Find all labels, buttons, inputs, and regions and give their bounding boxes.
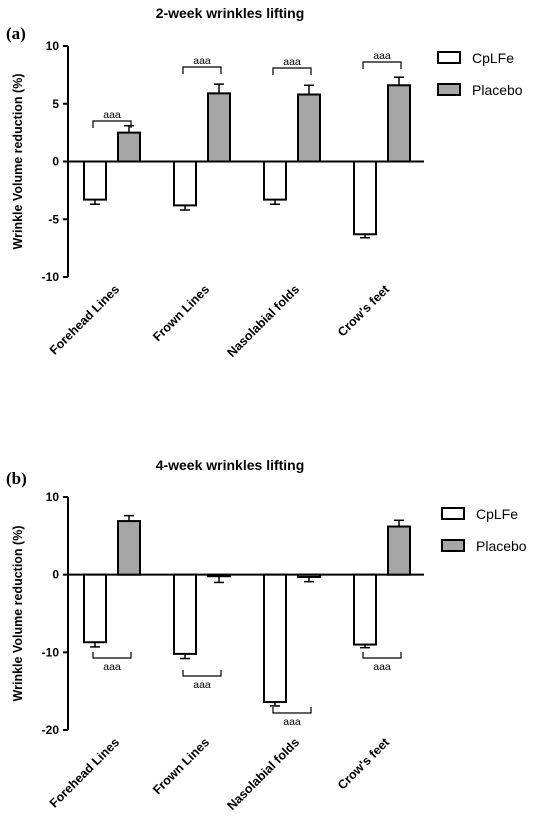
bar-placebo [387, 525, 411, 576]
significance-bracket [272, 707, 312, 714]
legend-label-placebo: Placebo [476, 538, 527, 554]
legend-label-cplfe: CpLFe [472, 50, 514, 66]
panel-letter: (a) [6, 24, 26, 43]
significance-bracket [362, 652, 402, 659]
legend-swatch-placebo [441, 539, 465, 552]
panel-letter: (b) [6, 469, 27, 488]
significance-label: aaa [283, 716, 301, 728]
bar-placebo [117, 131, 141, 163]
y-tick-label: -20 [42, 723, 60, 737]
bar-cplfe [263, 573, 287, 704]
category-label: Nasolabial folds [224, 735, 302, 813]
y-axis-label: Wrinkle Volume reduction (%) [11, 526, 25, 702]
bar-placebo [297, 93, 321, 163]
y-tick-label: 5 [52, 97, 59, 111]
bar-cplfe [83, 573, 107, 644]
significance-bracket [182, 670, 222, 677]
bar-placebo [207, 573, 231, 578]
y-tick-label: 10 [46, 39, 60, 53]
significance-label: aaa [103, 661, 121, 673]
significance-label: aaa [193, 679, 211, 691]
legend-swatch-cplfe [441, 507, 465, 520]
category-label: Crow's feet [335, 735, 393, 793]
bar-cplfe [263, 160, 287, 201]
significance-label: aaa [373, 661, 391, 673]
significance-label: aaa [103, 109, 121, 121]
category-label: Crow's feet [335, 282, 393, 340]
legend-label-cplfe: CpLFe [476, 506, 518, 522]
y-tick-label: 0 [52, 568, 59, 582]
significance-label: aaa [283, 56, 301, 68]
bar-cplfe [173, 573, 197, 655]
bar-cplfe [353, 573, 377, 646]
significance-label: aaa [373, 50, 391, 62]
y-tick-label: 10 [46, 490, 60, 504]
y-tick-label: -5 [48, 212, 59, 226]
significance-bracket [272, 67, 312, 75]
chart-title: 4-week wrinkles lifting [155, 457, 305, 473]
bar-cplfe [353, 160, 377, 236]
category-label: Frown Lines [150, 735, 212, 797]
y-tick-label: -10 [42, 270, 60, 284]
significance-bracket [362, 61, 402, 69]
legend-swatch-cplfe [437, 51, 461, 64]
bar-placebo [387, 84, 411, 163]
category-label: Frown Lines [150, 282, 212, 344]
chart-title: 2-week wrinkles lifting [155, 5, 305, 21]
legend-label-placebo: Placebo [472, 82, 523, 98]
category-label: Forehead Lines [47, 735, 122, 810]
bar-cplfe [83, 160, 107, 201]
legend-swatch-placebo [437, 83, 461, 96]
y-axis-label: Wrinkle Volume reduction (%) [11, 74, 25, 250]
y-tick-label: 0 [52, 155, 59, 169]
bar-placebo [297, 573, 321, 578]
significance-label: aaa [193, 55, 211, 67]
category-label: Nasolabial folds [224, 282, 302, 360]
category-label: Forehead Lines [47, 282, 122, 357]
y-tick-label: -10 [42, 645, 60, 659]
chart-panel-a: (a) 2-week wrinkles lifting 10 5 0 -5 -10 Wri… [0, 0, 550, 405]
bar-cplfe [173, 160, 197, 207]
significance-bracket [92, 120, 132, 128]
bar-placebo [117, 520, 141, 576]
chart-svg-a: 10 5 0 -5 -10 Wrinkle Volume reduction (%) aaa… [11, 39, 523, 360]
chart-panel-b: (b) 4-week wrinkles lifting 10 0 -10 -20 Wri… [0, 450, 550, 838]
chart-svg-b: 10 0 -10 -20 Wrinkle Volume reduction (%) aaa… [11, 490, 527, 813]
bar-placebo [207, 92, 231, 163]
significance-bracket [182, 66, 222, 74]
significance-bracket [92, 652, 132, 659]
